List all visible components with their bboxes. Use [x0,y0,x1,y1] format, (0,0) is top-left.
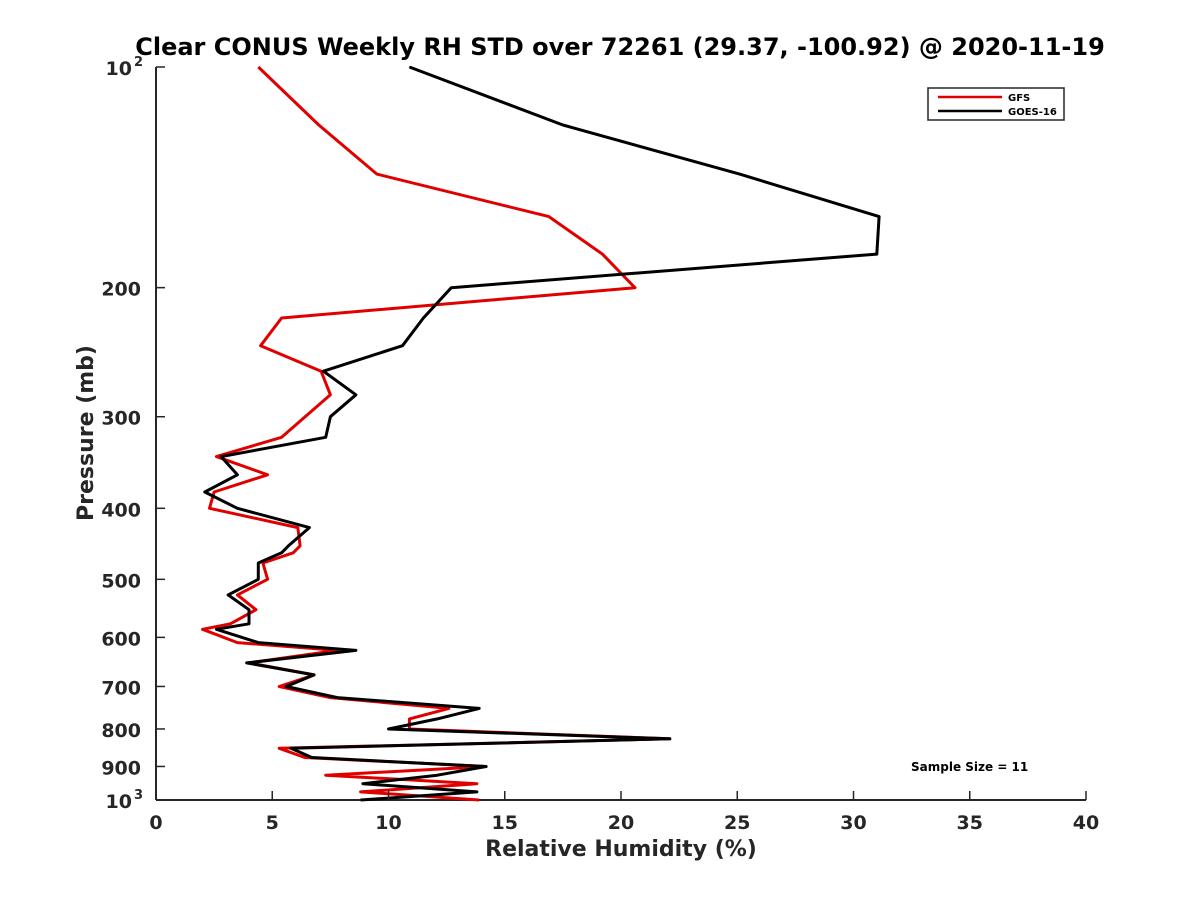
y-tick-label: 900 [101,757,141,779]
x-tick-label: 30 [840,812,866,834]
x-axis-ticks: 0 5 10 15 20 25 30 35 40 [149,791,1099,834]
x-tick-label: 0 [149,812,162,834]
series-line-gfs [201,65,672,802]
plot-area: 0 5 10 15 20 25 30 35 40 10 220030040050060070080… [101,55,1099,834]
y-tick-label: 400 [101,499,141,521]
y-tick-label: 700 [101,677,141,699]
y-tick-exponent: 2 [134,55,143,70]
x-tick-label: 25 [724,812,750,834]
y-tick-label: 800 [101,720,141,742]
series-layer [201,65,881,802]
sample-size-annotation: Sample Size = 11 [911,760,1028,774]
y-tick-label: 500 [101,570,141,592]
series-line-goes16 [203,65,881,802]
x-tick-label: 15 [492,812,518,834]
legend-label-gfs: GFS [1008,93,1030,104]
legend-box [927,87,1065,121]
y-tick-label: 10 [106,58,132,80]
y-tick-label: 600 [101,628,141,650]
y-tick-label: 300 [101,408,141,430]
y-axis-label: Pressure (mb) [74,345,99,521]
x-axis-label: Relative Humidity (%) [485,837,757,862]
y-tick-label: 200 [101,279,141,301]
x-tick-label: 40 [1073,812,1099,834]
y-tick-exponent: 3 [134,788,143,803]
legend-label-goes16: GOES-16 [1008,107,1057,118]
chart-title: Clear CONUS Weekly RH STD over 72261 (29… [135,33,1105,61]
x-tick-label: 5 [266,812,279,834]
y-tick-label: 10 [106,791,132,813]
x-tick-label: 35 [957,812,983,834]
legend: GFS GOES-16 [927,87,1065,121]
x-tick-label: 20 [608,812,634,834]
x-tick-label: 10 [375,812,401,834]
